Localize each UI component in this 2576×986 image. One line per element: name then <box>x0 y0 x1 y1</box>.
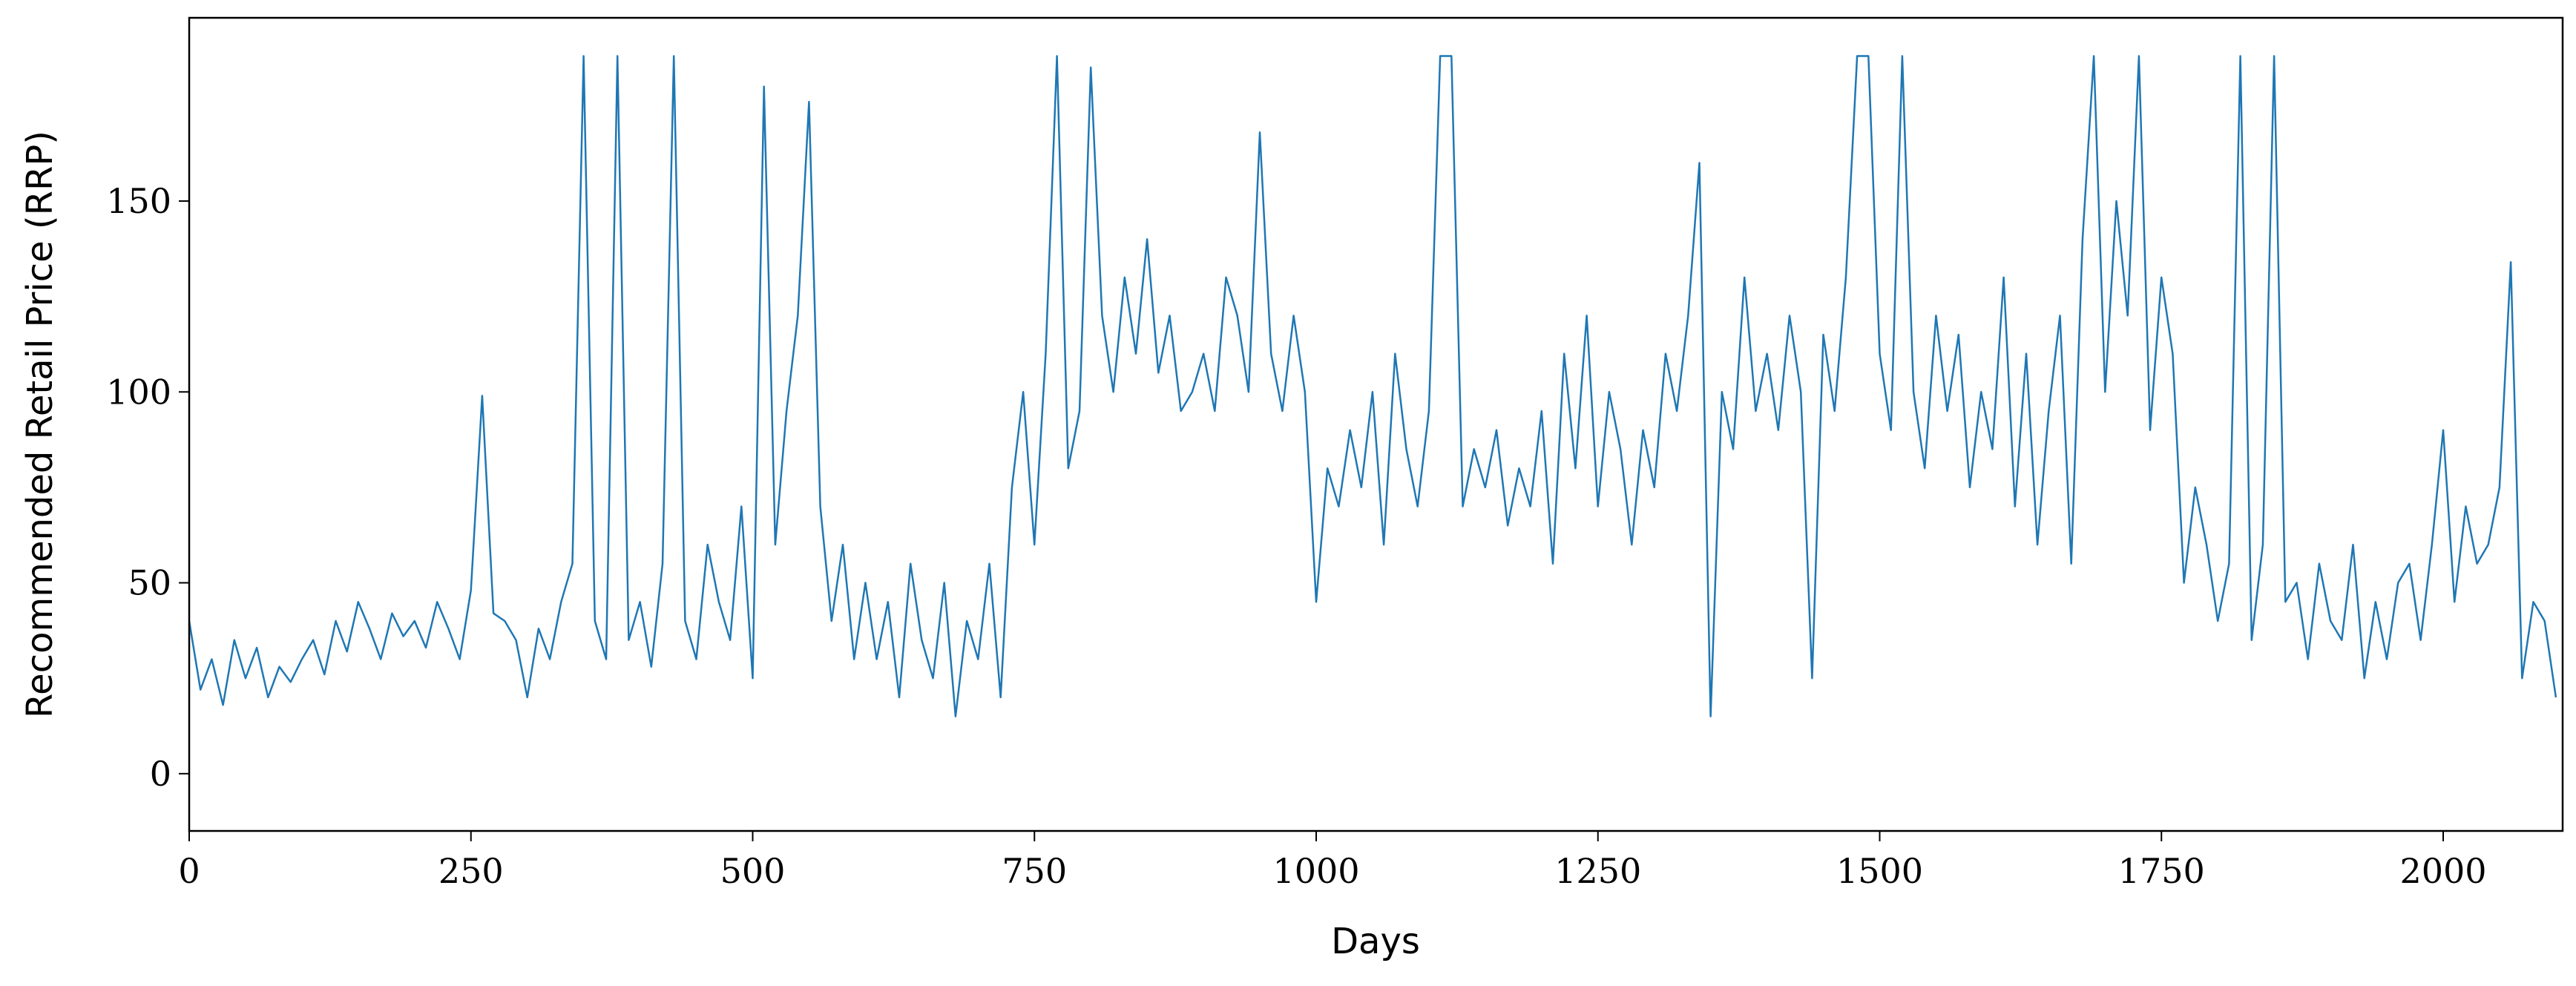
x-tick-label: 1500 <box>1836 851 1923 891</box>
x-tick-label: 500 <box>720 851 786 891</box>
plot-frame <box>188 16 2564 832</box>
y-tick-label: 0 <box>150 754 171 794</box>
y-axis-label: Recommended Retail Price (RRP) <box>19 131 61 718</box>
x-tick-label: 2000 <box>2399 851 2486 891</box>
x-tick-label: 250 <box>438 851 504 891</box>
x-tick-label: 1250 <box>1554 851 1641 891</box>
x-tick-label: 1000 <box>1272 851 1359 891</box>
x-axis-label: Days <box>1331 921 1420 962</box>
x-tick-label: 0 <box>178 851 200 891</box>
x-tick-label: 1750 <box>2118 851 2205 891</box>
y-tick-label: 50 <box>128 563 171 603</box>
data-line <box>189 55 2557 717</box>
y-tick-label: 150 <box>106 181 171 221</box>
x-tick-label: 750 <box>1002 851 1067 891</box>
y-tick-label: 100 <box>106 372 171 412</box>
